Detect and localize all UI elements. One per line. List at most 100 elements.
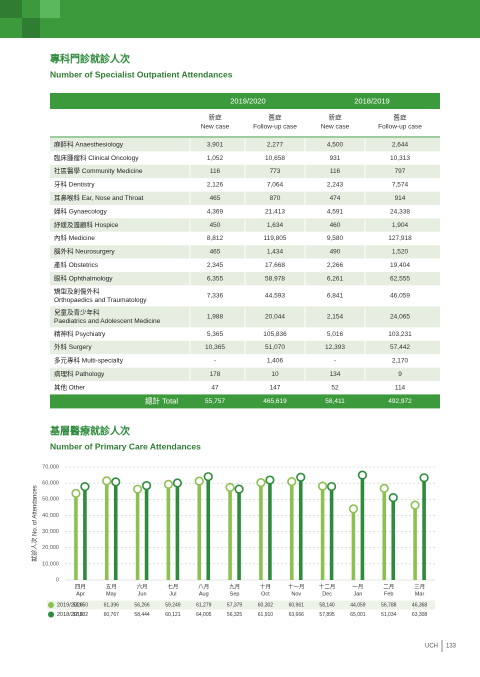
cell: 178	[210, 371, 221, 378]
cell: 103,231	[388, 331, 412, 338]
cell: 2,126	[207, 182, 224, 189]
bar-cap	[419, 473, 429, 483]
value-label: 51,034	[381, 612, 397, 618]
value-label: 57,895	[319, 612, 335, 618]
y-tick-label: 0	[56, 577, 59, 583]
cell: 12,393	[325, 344, 345, 351]
x-tick-label: 五月	[106, 583, 117, 590]
row-label: 耳鼻喉科 Ear, Nose and Throat	[54, 193, 144, 202]
value-label: 58,140	[319, 602, 335, 608]
y-tick-label: 40,000	[42, 513, 59, 519]
value-label: 64,005	[196, 612, 212, 618]
bar	[289, 481, 294, 580]
cell: 21,413	[265, 208, 285, 215]
cell: 7,574	[392, 182, 409, 189]
cell: 119,805	[263, 235, 286, 242]
bar-cap	[132, 484, 143, 494]
cell: 10,313	[390, 155, 410, 162]
cell: 4,369	[207, 208, 224, 215]
cell: 6,261	[327, 275, 344, 282]
deco	[0, 0, 22, 18]
bar-cap	[317, 481, 328, 491]
cell: 19,404	[390, 262, 410, 269]
bar	[259, 482, 263, 580]
total-label: 總計 Total	[145, 395, 178, 405]
cell: 24,065	[390, 314, 410, 321]
total-cell: 492,972	[388, 398, 412, 405]
cell: 116	[210, 168, 221, 175]
x-tick-label: Jul	[169, 591, 176, 597]
cell: -	[214, 358, 216, 365]
cell: 3,901	[207, 141, 224, 148]
cell: 773	[270, 168, 281, 175]
x-tick-label: Jun	[138, 591, 147, 597]
cell: 147	[270, 384, 281, 391]
x-tick-label: 七月	[167, 582, 178, 590]
value-label: 56,788	[381, 602, 397, 608]
value-label: 57,379	[227, 602, 243, 608]
cell: 5,016	[327, 331, 344, 338]
cell: 10,365	[205, 344, 225, 351]
column-header: New case	[201, 124, 230, 131]
value-label: 60,302	[258, 602, 274, 608]
x-tick-label: 八月	[198, 583, 209, 590]
cell: 6,841	[327, 293, 344, 300]
row-label: 病理科 Pathology	[54, 369, 105, 378]
x-tick-label: 三月	[414, 583, 425, 590]
x-tick-label: 二月	[383, 583, 394, 590]
bar-cap	[348, 504, 359, 514]
cell: 20,044	[265, 314, 285, 321]
row-label: 多元專科 Multi-specialty	[54, 356, 124, 365]
total-cell: 465,619	[263, 398, 287, 405]
row-label: 精神科 Psychiatry	[54, 329, 106, 338]
cell: 870	[270, 195, 281, 202]
x-tick-label: Aug	[199, 591, 209, 597]
cell: 490	[330, 249, 341, 256]
legend-row	[47, 610, 435, 619]
bar	[175, 482, 180, 580]
cell: 10,658	[265, 155, 285, 162]
value-label: 53,650	[73, 602, 89, 608]
cell: 24,338	[390, 208, 410, 215]
row-label: Orthopaedics and Traumatology	[54, 297, 147, 304]
bar	[197, 481, 202, 580]
cell: 105,836	[263, 331, 287, 338]
value-label: 56,325	[227, 612, 243, 618]
section-subtitle: Number of Primary Care Attendances	[50, 441, 201, 451]
row-label: 麻醉科 Anaesthesiology	[54, 139, 124, 148]
cell: 116	[330, 168, 341, 175]
cell: 450	[210, 222, 221, 229]
cell: 2,644	[392, 141, 409, 148]
x-tick-label: 十月	[260, 582, 271, 590]
x-tick-label: 一月	[352, 583, 363, 590]
cell: 7,064	[267, 182, 284, 189]
x-tick-label: Dec	[322, 591, 332, 597]
bar	[268, 480, 272, 580]
bar-cap	[203, 472, 213, 482]
value-label: 61,396	[104, 602, 120, 608]
cell: 4,500	[327, 141, 344, 148]
cell: 10	[271, 371, 279, 378]
row-label: 腦外科 Neurosurgery	[54, 247, 115, 256]
cell: 465	[210, 195, 221, 202]
page-number: 133	[446, 644, 457, 650]
group-header: 2019/2020	[230, 96, 265, 105]
bar	[351, 508, 356, 580]
bar	[135, 489, 140, 580]
cell: 8,812	[207, 235, 224, 242]
bar-cap	[265, 475, 275, 485]
legend-row	[47, 600, 435, 610]
row-label: 兒童及青少年科	[54, 307, 100, 316]
cell: 7,336	[207, 293, 224, 300]
subheader-row	[50, 109, 440, 137]
bar-cap	[71, 488, 81, 498]
cell: 9	[398, 371, 402, 378]
value-label: 44,059	[350, 602, 366, 608]
cell: 5,365	[207, 331, 224, 338]
total-row	[50, 394, 440, 409]
value-label: 57,832	[73, 612, 89, 618]
bar	[329, 486, 334, 580]
bar-cap	[379, 483, 389, 493]
cell: 474	[330, 195, 341, 202]
